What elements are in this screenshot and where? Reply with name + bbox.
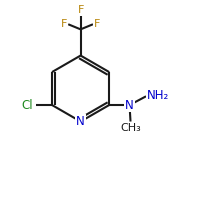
Text: N: N (125, 99, 134, 112)
Text: NH₂: NH₂ (147, 89, 169, 102)
Text: Cl: Cl (21, 99, 33, 112)
Text: F: F (94, 19, 100, 29)
Text: CH₃: CH₃ (120, 123, 141, 133)
Text: F: F (61, 19, 67, 29)
Text: F: F (77, 5, 84, 15)
Text: N: N (76, 115, 85, 128)
